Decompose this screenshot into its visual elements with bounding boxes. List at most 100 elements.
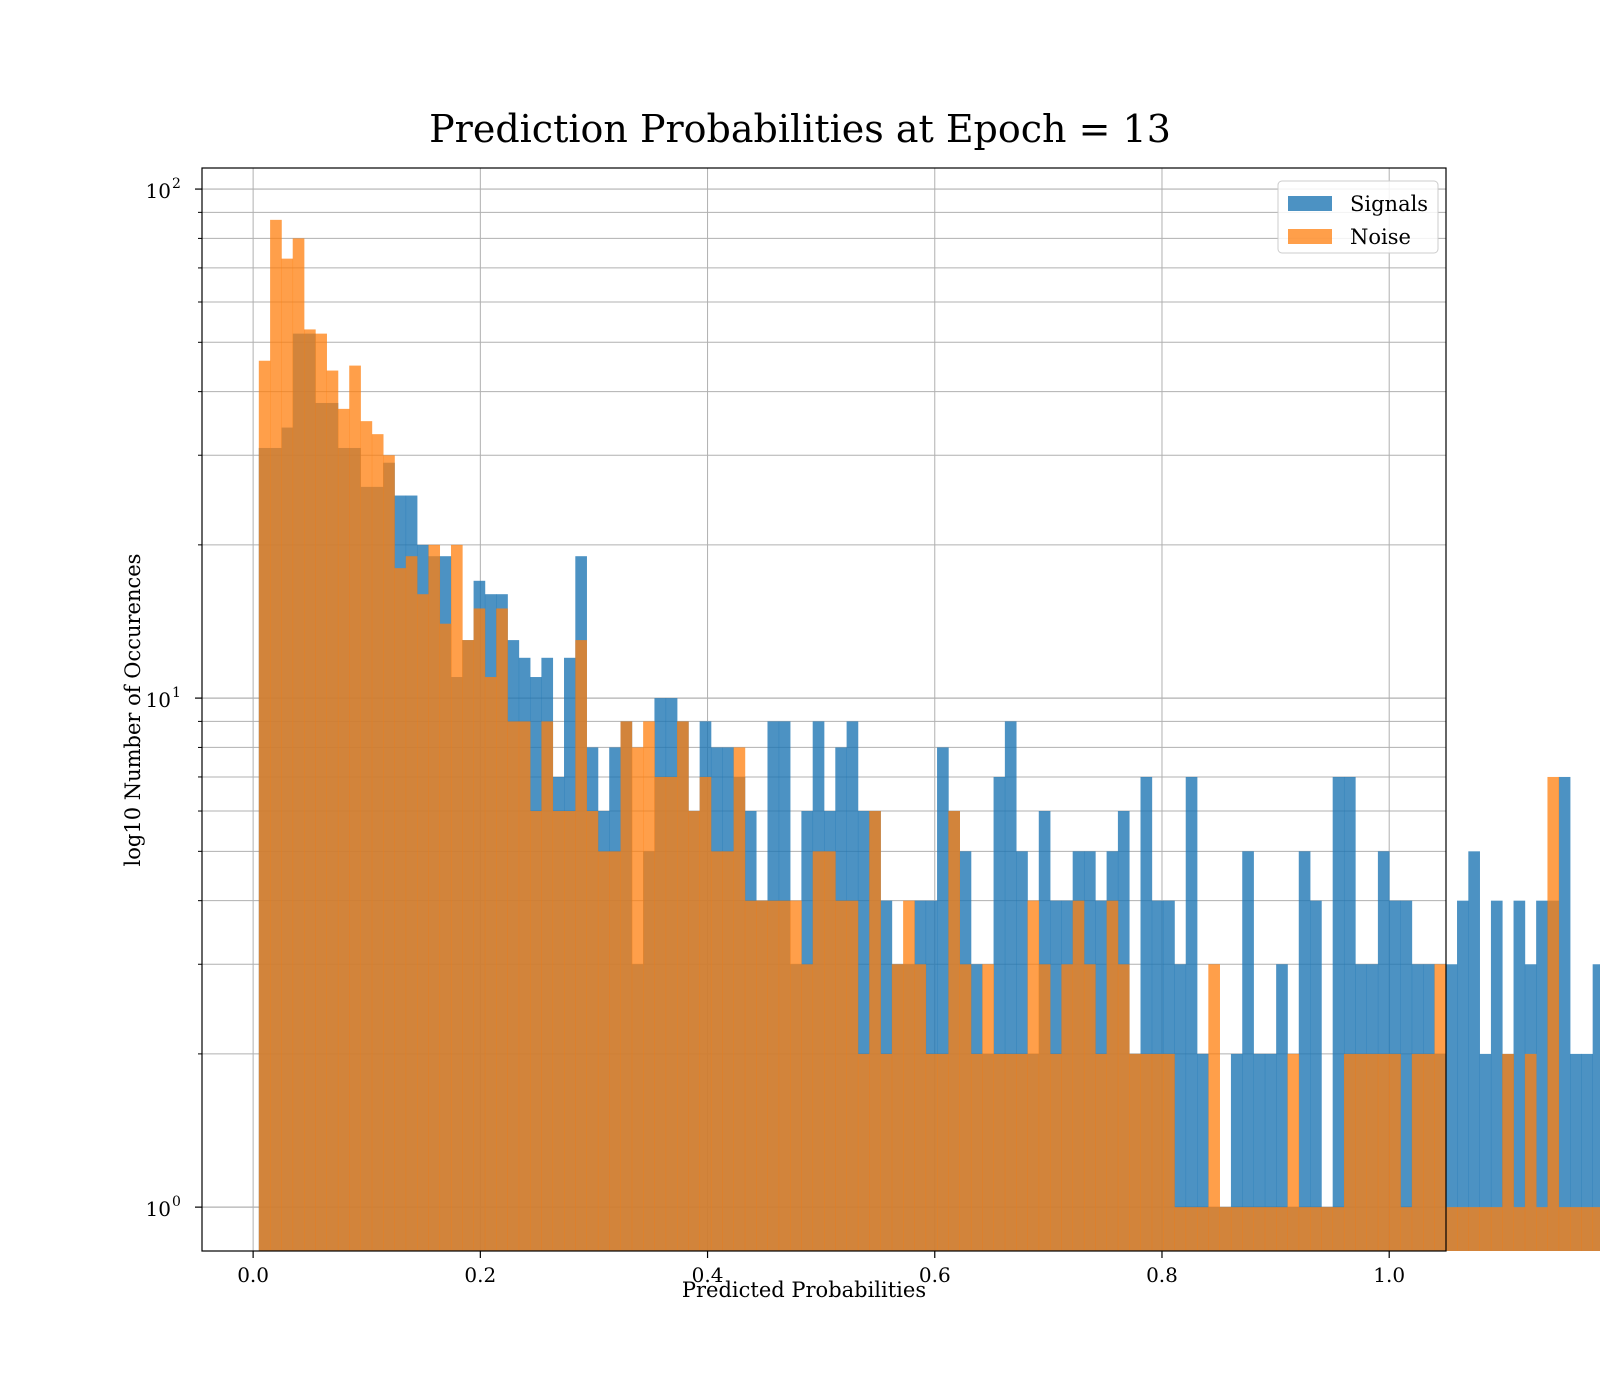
legend-swatch-noise — [1288, 229, 1332, 244]
bar-noise-33 — [631, 747, 644, 1251]
bar-noise-28 — [575, 640, 587, 1251]
bar-noise-68 — [1027, 900, 1040, 1251]
bar-noise-89 — [1264, 1207, 1277, 1251]
y-axis-label: log10 Number of Occurences — [121, 554, 145, 867]
bar-noise-32 — [620, 721, 633, 1251]
plot-frame — [201, 167, 1447, 1252]
bar-noise-24 — [530, 811, 542, 1251]
bar-noise-40 — [710, 851, 723, 1251]
bar-noise-14 — [417, 594, 429, 1251]
bar-noise-111 — [1513, 1207, 1526, 1251]
bar-noise-96 — [1343, 1053, 1356, 1251]
bar-signals-89 — [1264, 1053, 1277, 1251]
bar-noise-94 — [1321, 1207, 1334, 1251]
bar-signals-106 — [1457, 900, 1469, 1251]
bar-noise-70 — [1050, 1053, 1062, 1251]
legend-swatch-signals — [1288, 196, 1332, 211]
bar-noise-6 — [326, 370, 339, 1252]
bar-noise-41 — [722, 851, 734, 1251]
bar-noise-98 — [1366, 1053, 1379, 1251]
bar-noise-59 — [925, 1053, 938, 1251]
bar-noise-73 — [1083, 964, 1096, 1251]
bar-noise-26 — [552, 811, 565, 1251]
bar-noise-115 — [1558, 1207, 1571, 1251]
bar-noise-48 — [801, 964, 814, 1251]
bar-noise-66 — [1004, 1053, 1017, 1251]
bar-noise-67 — [1016, 1053, 1028, 1251]
bar-noise-69 — [1038, 964, 1051, 1251]
bar-signals-53 — [857, 811, 870, 1251]
bar-noise-108 — [1479, 1207, 1492, 1251]
bar-noise-109 — [1490, 1207, 1503, 1251]
bar-noise-82 — [1185, 1207, 1198, 1251]
bar-noise-60 — [937, 1053, 949, 1251]
bar-noise-13 — [405, 556, 418, 1251]
bar-noise-15 — [428, 544, 441, 1251]
bar-noise-42 — [733, 747, 746, 1251]
bar-noise-50 — [824, 851, 836, 1251]
bar-signals-60 — [937, 747, 949, 1251]
bar-signals-78 — [1140, 776, 1153, 1251]
bar-noise-21 — [496, 608, 508, 1251]
bar-signals-67 — [1016, 851, 1028, 1251]
histogram-bars — [258, 219, 1600, 1252]
bar-noise-31 — [609, 851, 621, 1251]
bar-noise-79 — [1151, 1053, 1164, 1251]
bar-noise-25 — [541, 721, 554, 1251]
bar-noise-49 — [812, 851, 825, 1251]
bar-noise-0 — [258, 360, 271, 1252]
bar-noise-7 — [337, 408, 350, 1252]
bar-noise-106 — [1457, 1207, 1469, 1251]
bar-signals-86 — [1230, 1053, 1243, 1251]
bar-noise-71 — [1061, 964, 1074, 1251]
bar-signals-96 — [1343, 776, 1356, 1251]
bar-signals-99 — [1377, 851, 1390, 1251]
bar-signals-90 — [1276, 964, 1288, 1251]
bar-noise-35 — [654, 776, 667, 1251]
bar-signals-108 — [1479, 1053, 1492, 1251]
y-tick-exponent-1: 1 — [172, 685, 181, 701]
bar-noise-104 — [1434, 964, 1447, 1251]
bar-signals-111 — [1513, 900, 1526, 1251]
bar-noise-47 — [790, 900, 802, 1251]
y-tick-exponent-2: 2 — [172, 176, 181, 192]
bar-noise-10 — [371, 434, 384, 1251]
bar-noise-75 — [1106, 900, 1119, 1251]
bar-noise-23 — [518, 721, 531, 1251]
bar-noise-87 — [1242, 1207, 1254, 1251]
bar-noise-93 — [1310, 1207, 1322, 1251]
bar-noise-64 — [982, 964, 994, 1251]
bar-signals-116 — [1570, 1053, 1582, 1251]
bar-noise-4 — [304, 329, 316, 1251]
bar-signals-92 — [1298, 851, 1311, 1251]
bar-noise-114 — [1547, 776, 1560, 1251]
bar-signals-93 — [1310, 900, 1322, 1251]
x-tick-label-0: 0.0 — [237, 1263, 269, 1287]
bar-noise-91 — [1287, 1053, 1300, 1251]
bar-noise-17 — [450, 544, 463, 1251]
bar-noise-112 — [1524, 1053, 1537, 1251]
bar-noise-100 — [1389, 1053, 1401, 1251]
bar-noise-8 — [349, 365, 361, 1251]
bar-noise-62 — [959, 964, 972, 1251]
bar-noise-57 — [903, 900, 915, 1251]
y-tick-label-1: 10 — [146, 688, 171, 712]
bar-noise-22 — [507, 721, 520, 1251]
bar-noise-101 — [1400, 1207, 1413, 1251]
bar-noise-30 — [597, 851, 610, 1251]
bar-noise-18 — [462, 640, 474, 1251]
bar-noise-34 — [643, 721, 655, 1251]
bar-noise-39 — [699, 776, 712, 1251]
y-tick-label-2: 10 — [146, 179, 171, 203]
x-tick-label-5: 1.0 — [1373, 1263, 1405, 1287]
bar-noise-105 — [1445, 1207, 1458, 1251]
bar-noise-63 — [970, 1053, 983, 1251]
bar-noise-54 — [869, 811, 881, 1251]
bar-noise-52 — [846, 900, 859, 1251]
bar-noise-103 — [1423, 1053, 1435, 1251]
bar-noise-72 — [1072, 900, 1085, 1251]
bar-noise-55 — [880, 1053, 893, 1251]
bar-noise-113 — [1536, 1207, 1548, 1251]
